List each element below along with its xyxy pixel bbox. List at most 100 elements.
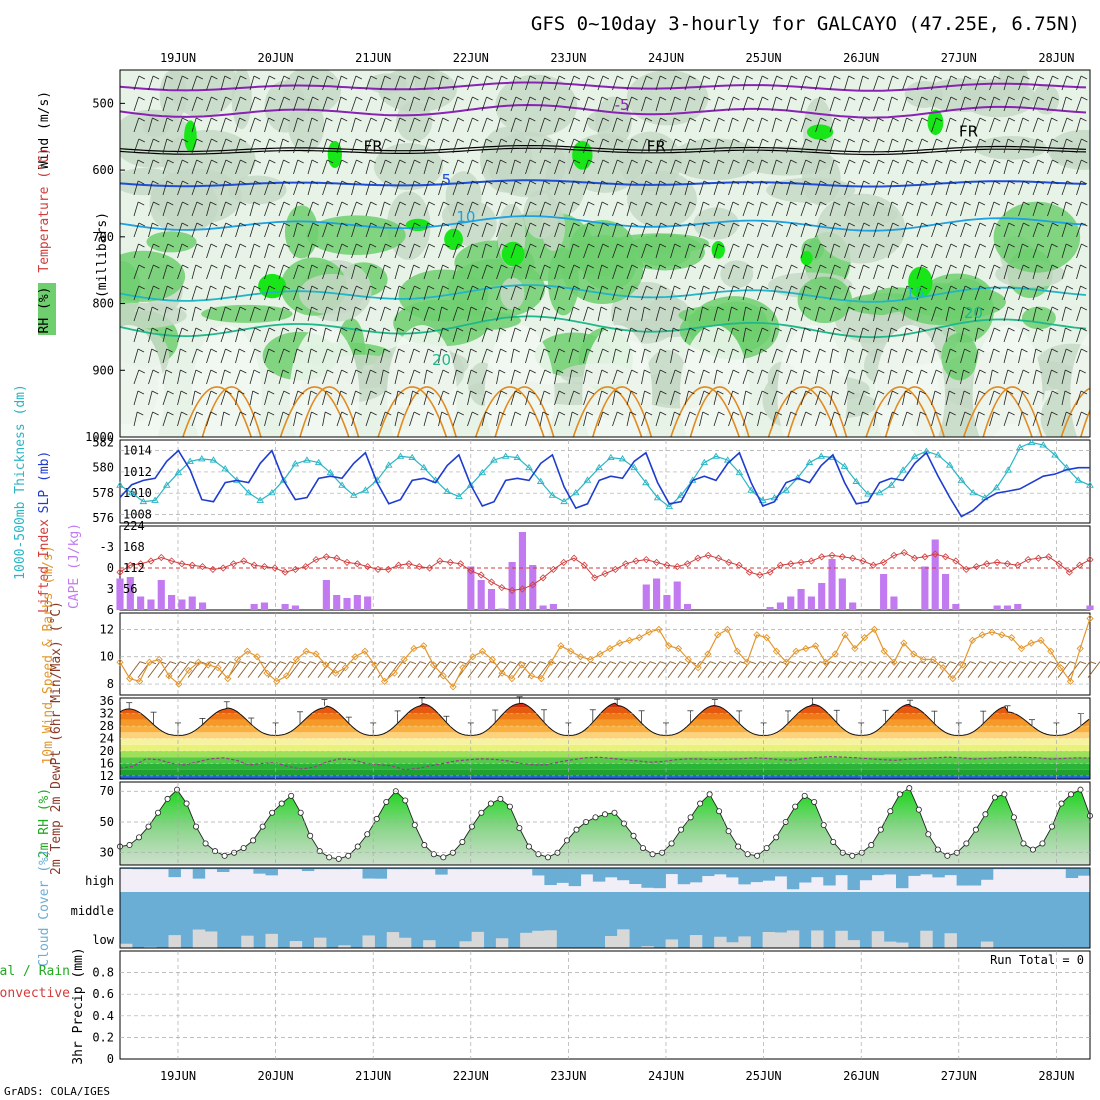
wind-barb [1027,661,1041,678]
wind-barb [805,411,812,416]
wind-barb [776,180,783,185]
wind-barb [133,138,140,154]
wind-barb [987,661,1001,678]
wind-barb [336,369,342,385]
wind-barb [583,390,589,406]
wind-barb [878,369,885,374]
wind-barb [974,180,980,196]
wind-barb [500,348,507,353]
wind-barb [148,138,154,154]
wind-speed-point [478,647,487,655]
wind-barb [617,201,624,206]
wind-barb [858,180,864,196]
lifted-tick-label: -3 [100,540,114,554]
wind-barb [837,661,851,678]
wind-barb [804,306,812,311]
wind-barb [713,348,720,364]
wind-barb [568,159,575,175]
wind-barb [278,369,284,385]
rh2m-point [221,852,228,859]
wind-barb [307,159,313,175]
wind-speed-point [537,674,545,683]
cape-bar [137,596,145,610]
wind-barb [887,117,894,133]
wind-barb [626,201,632,217]
wind-barb [786,348,792,364]
wind-barb [249,243,255,259]
wind-barb [539,285,546,301]
low-cloud-bar [689,935,703,948]
wind-barb [443,138,450,143]
wind-barb [133,285,140,301]
rh-contour [806,124,834,140]
wind-barb [776,390,783,395]
wind-barb [767,661,781,678]
wind-speed-series [119,618,1091,688]
wind-barb [239,243,247,248]
wind-barb [496,138,502,154]
wind-barb [849,285,856,290]
wind-barb [452,411,459,427]
wind-barb [1065,306,1072,311]
wind-barb [776,243,783,248]
wind-barb [728,348,734,364]
wind-barb [206,264,212,280]
wind-barb [858,138,864,154]
wind-barb [571,369,578,374]
wind-barb [264,222,270,238]
lifted-point [1055,560,1063,568]
wind-barb [704,96,711,101]
wind-barb [496,117,501,133]
wind-barb [327,222,334,227]
wind-barb [307,138,313,154]
wind-barb [296,306,303,311]
wind-barb [409,390,414,406]
cape-bar [797,589,805,610]
lifted-point [818,553,826,561]
wind-barb [206,117,212,133]
wind-barb [278,306,284,322]
wind-barb [1087,661,1100,678]
thickness-point [314,458,323,466]
dry-plume [1070,331,1090,437]
wind-barb [351,117,356,133]
wind-barb [196,96,204,101]
wind-barb [920,411,927,416]
wind-barb [384,411,392,416]
low-cloud-bar [459,941,472,948]
wind-barb [327,285,334,290]
isotherm-m5 [120,179,1087,188]
wind-barb [409,285,415,301]
low-cloud-bar [168,935,181,948]
wind-barb [597,96,603,112]
wind-barb [558,306,565,311]
wind-barb [863,180,870,185]
wind-barb [616,264,624,269]
wind-barb [196,222,204,227]
rh2m-point [573,826,580,833]
wind-barb [283,180,291,185]
wind-barb [153,201,160,206]
wind-barb [166,306,173,311]
lifted-point [498,584,506,592]
low-cloud-bar [120,943,133,948]
wind-barb [515,117,522,122]
wind-barb [964,201,971,206]
wind-barb [931,222,937,238]
wind-speed-point [635,633,643,642]
wind-barb [249,369,255,385]
lifted-point [374,565,382,573]
rh2m-point [478,809,485,816]
low-cloud-bar [835,930,848,948]
wind-barb [195,306,202,311]
wind-barb [249,117,256,133]
thickness-point [1086,481,1094,488]
wind-barb [684,96,690,112]
wind-barb [820,264,827,269]
wind-barb [1037,159,1044,164]
wind-barb [945,159,951,175]
wind-barb [989,96,995,112]
wind-barb [1080,180,1088,185]
thickness-point [408,453,416,461]
